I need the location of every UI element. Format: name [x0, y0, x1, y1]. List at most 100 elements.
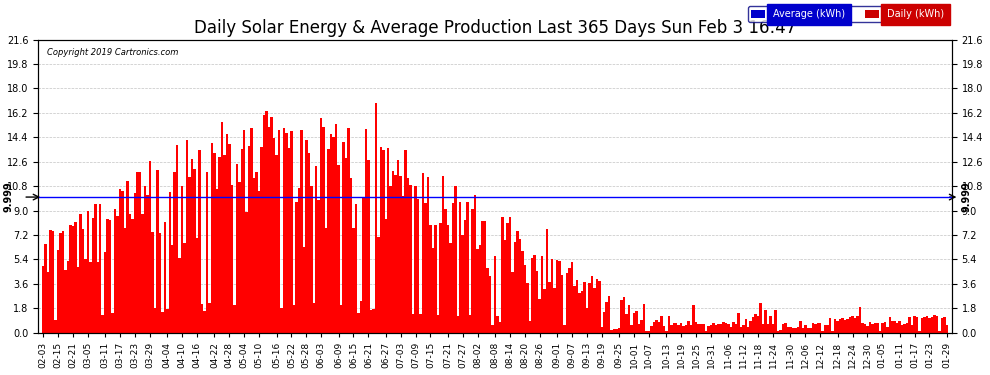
Bar — [440, 223, 442, 333]
Bar — [744, 319, 747, 333]
Bar — [692, 305, 695, 333]
Bar — [104, 252, 107, 333]
Bar — [305, 140, 308, 333]
Bar — [921, 318, 924, 333]
Bar — [570, 262, 573, 333]
Bar — [310, 186, 313, 333]
Bar — [846, 320, 848, 333]
Bar — [394, 175, 397, 333]
Bar — [489, 276, 491, 333]
Bar — [909, 317, 911, 333]
Bar — [275, 154, 278, 333]
Bar — [576, 280, 578, 333]
Bar — [534, 255, 536, 333]
Bar — [298, 188, 300, 333]
Bar — [142, 214, 144, 333]
Bar — [268, 127, 270, 333]
Bar — [715, 324, 717, 333]
Bar — [695, 322, 697, 333]
Bar — [338, 165, 340, 333]
Bar — [873, 323, 876, 333]
Bar — [588, 283, 591, 333]
Bar — [650, 326, 652, 333]
Bar — [357, 313, 359, 333]
Bar — [496, 316, 499, 333]
Bar — [335, 124, 338, 333]
Bar — [601, 327, 603, 333]
Bar — [560, 274, 563, 333]
Bar — [735, 324, 738, 333]
Bar — [372, 309, 374, 333]
Bar — [409, 186, 412, 333]
Bar — [945, 325, 948, 333]
Bar — [137, 172, 139, 333]
Bar — [122, 191, 124, 333]
Bar — [550, 259, 553, 333]
Bar — [481, 221, 484, 333]
Bar — [392, 171, 394, 333]
Bar — [382, 150, 384, 333]
Bar — [516, 231, 519, 333]
Bar — [730, 327, 733, 333]
Bar — [906, 323, 909, 333]
Bar — [464, 220, 466, 333]
Bar — [188, 177, 191, 333]
Bar — [894, 321, 896, 333]
Bar — [742, 325, 744, 333]
Bar — [454, 186, 456, 333]
Bar — [675, 323, 677, 333]
Bar — [747, 327, 749, 333]
Bar — [727, 324, 730, 333]
Bar — [430, 225, 432, 333]
Bar — [777, 332, 779, 333]
Bar — [238, 182, 241, 333]
Bar — [876, 323, 878, 333]
Bar — [670, 325, 672, 333]
Bar — [414, 186, 417, 333]
Bar — [178, 258, 181, 333]
Bar — [702, 324, 705, 333]
Bar — [767, 324, 769, 333]
Bar — [158, 233, 161, 333]
Bar — [916, 317, 919, 333]
Bar — [774, 310, 777, 333]
Bar — [934, 315, 936, 333]
Bar — [608, 296, 611, 333]
Bar — [459, 202, 461, 333]
Bar — [156, 170, 158, 333]
Bar — [484, 221, 486, 333]
Bar — [672, 323, 675, 333]
Bar — [822, 331, 824, 333]
Bar — [387, 148, 389, 333]
Bar — [432, 248, 435, 333]
Bar — [64, 270, 66, 333]
Bar — [738, 313, 740, 333]
Bar — [47, 272, 50, 333]
Bar — [677, 325, 680, 333]
Bar — [603, 312, 606, 333]
Bar — [700, 324, 702, 333]
Bar — [660, 316, 662, 333]
Bar — [148, 161, 151, 333]
Bar — [76, 267, 79, 333]
Bar — [919, 331, 921, 333]
Bar — [51, 231, 54, 333]
Bar — [374, 104, 377, 333]
Bar — [369, 310, 372, 333]
Bar — [402, 196, 404, 333]
Bar — [863, 324, 866, 333]
Bar — [787, 327, 789, 333]
Bar — [303, 247, 305, 333]
Bar — [638, 324, 641, 333]
Bar — [252, 178, 255, 333]
Bar — [132, 219, 134, 333]
Bar — [511, 272, 514, 333]
Bar — [221, 122, 223, 333]
Bar — [248, 146, 250, 333]
Bar — [591, 276, 593, 333]
Bar — [233, 305, 236, 333]
Bar — [191, 159, 193, 333]
Bar — [151, 232, 153, 333]
Bar — [613, 329, 616, 333]
Bar — [379, 147, 382, 333]
